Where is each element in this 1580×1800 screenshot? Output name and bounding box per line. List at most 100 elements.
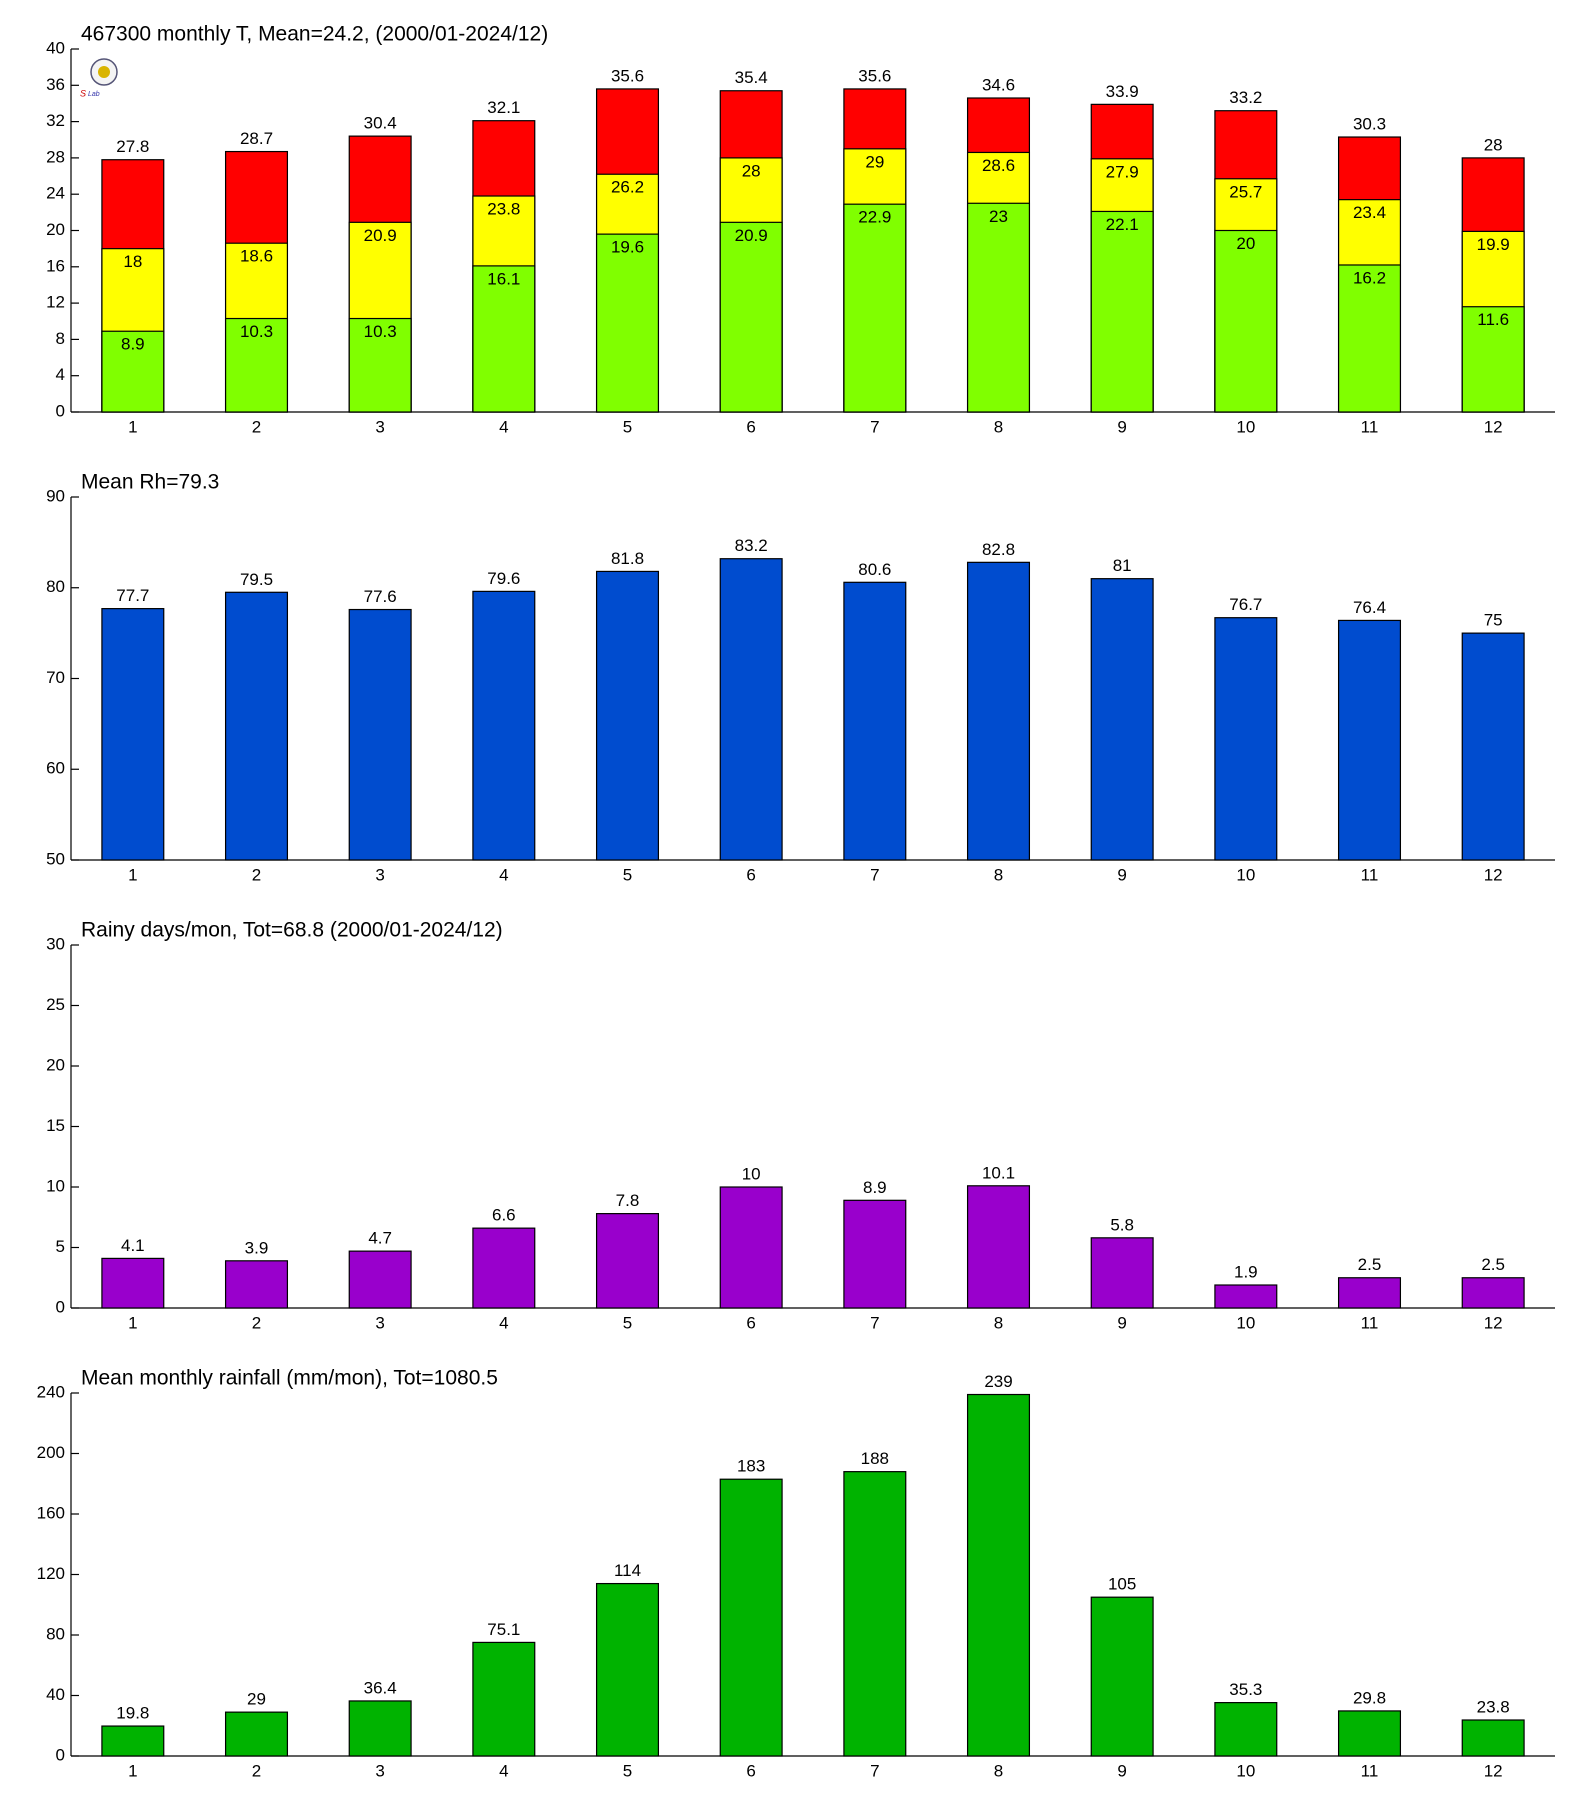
x-tick-label: 2 bbox=[252, 417, 261, 436]
x-tick-label: 3 bbox=[375, 1761, 384, 1780]
data-label: 77.7 bbox=[116, 586, 149, 605]
x-tick-label: 12 bbox=[1484, 1313, 1503, 1332]
data-label: 83.2 bbox=[735, 536, 768, 555]
y-tick-label: 28 bbox=[46, 147, 65, 166]
data-label: 10.3 bbox=[364, 322, 397, 341]
y-tick-label: 30 bbox=[46, 934, 65, 953]
data-label: 32.1 bbox=[487, 98, 520, 117]
x-tick-label: 9 bbox=[1117, 1761, 1126, 1780]
data-label: 19.8 bbox=[116, 1704, 149, 1723]
x-tick-label: 8 bbox=[994, 865, 1003, 884]
bar bbox=[719, 558, 783, 861]
x-tick-label: 2 bbox=[252, 1761, 261, 1780]
bar bbox=[843, 1199, 907, 1309]
y-tick-label: 0 bbox=[56, 401, 65, 420]
bar bbox=[101, 1257, 165, 1309]
x-tick-label: 4 bbox=[499, 417, 508, 436]
y-tick-label: 12 bbox=[46, 293, 65, 312]
data-label: 81 bbox=[1113, 556, 1132, 575]
logo: S Lab bbox=[80, 58, 118, 98]
x-tick-label: 10 bbox=[1236, 1761, 1255, 1780]
y-tick-label: 0 bbox=[56, 1745, 65, 1764]
x-tick-label: 3 bbox=[375, 1313, 384, 1332]
data-label: 27.8 bbox=[116, 137, 149, 156]
x-tick-label: 5 bbox=[623, 1313, 632, 1332]
data-label: 26.2 bbox=[611, 178, 644, 197]
bar bbox=[595, 1582, 660, 1757]
data-label: 7.8 bbox=[616, 1191, 640, 1210]
y-tick-label: 50 bbox=[46, 849, 65, 868]
y-tick-label: 0 bbox=[56, 1297, 65, 1316]
data-label: 183 bbox=[737, 1457, 765, 1476]
y-tick-label: 90 bbox=[46, 486, 65, 505]
bar bbox=[101, 330, 165, 413]
chart-title: Rainy days/mon, Tot=68.8 (2000/01-2024/1… bbox=[81, 919, 503, 942]
data-label: 188 bbox=[861, 1449, 889, 1468]
y-tick-label: 5 bbox=[56, 1237, 65, 1256]
bar bbox=[1461, 1719, 1525, 1757]
data-label: 23 bbox=[989, 207, 1008, 226]
y-tick-label: 240 bbox=[37, 1382, 65, 1401]
data-label: 23.8 bbox=[487, 199, 520, 218]
bar bbox=[966, 1185, 1031, 1309]
bar bbox=[719, 1186, 783, 1309]
x-tick-label: 11 bbox=[1361, 1313, 1379, 1332]
y-tick-label: 32 bbox=[46, 111, 65, 130]
data-label: 28.6 bbox=[982, 156, 1015, 175]
data-label: 75 bbox=[1484, 611, 1503, 630]
data-label: 18.6 bbox=[240, 247, 273, 266]
bar bbox=[348, 317, 412, 413]
x-tick-label: 9 bbox=[1117, 865, 1126, 884]
bar bbox=[966, 561, 1031, 861]
x-tick-label: 8 bbox=[994, 417, 1003, 436]
bar bbox=[1461, 306, 1525, 413]
y-tick-label: 160 bbox=[37, 1503, 65, 1522]
data-label: 105 bbox=[1108, 1575, 1136, 1594]
data-label: 5.8 bbox=[1110, 1215, 1134, 1234]
bar bbox=[224, 1711, 289, 1757]
data-label: 25.7 bbox=[1229, 182, 1262, 201]
data-label: 16.2 bbox=[1353, 268, 1386, 287]
x-tick-label: 5 bbox=[623, 1761, 632, 1780]
bar bbox=[595, 570, 660, 861]
data-label: 35.4 bbox=[735, 68, 768, 87]
data-label: 77.6 bbox=[364, 587, 397, 606]
y-tick-label: 24 bbox=[46, 184, 65, 203]
x-tick-label: 12 bbox=[1484, 1761, 1503, 1780]
data-label: 33.9 bbox=[1106, 82, 1139, 101]
data-label: 10.3 bbox=[240, 322, 273, 341]
y-tick-label: 25 bbox=[46, 995, 65, 1014]
x-tick-label: 12 bbox=[1484, 417, 1503, 436]
x-tick-label: 8 bbox=[994, 1761, 1003, 1780]
x-tick-label: 11 bbox=[1361, 417, 1379, 436]
x-tick-label: 6 bbox=[746, 865, 755, 884]
data-label: 2.5 bbox=[1358, 1255, 1382, 1274]
y-tick-label: 80 bbox=[46, 577, 65, 596]
bar bbox=[966, 1393, 1031, 1757]
data-label: 23.8 bbox=[1477, 1697, 1510, 1716]
bar bbox=[1337, 619, 1402, 861]
data-label: 22.9 bbox=[858, 208, 891, 227]
bar bbox=[1214, 1284, 1278, 1309]
bar bbox=[224, 1260, 289, 1309]
data-label: 76.4 bbox=[1353, 598, 1386, 617]
bar bbox=[1461, 1277, 1525, 1309]
data-label: 1.9 bbox=[1234, 1262, 1258, 1281]
y-tick-label: 80 bbox=[46, 1624, 65, 1643]
bar bbox=[1090, 1596, 1154, 1757]
y-tick-label: 200 bbox=[37, 1443, 65, 1462]
bar bbox=[472, 1227, 536, 1309]
bar bbox=[472, 265, 536, 413]
data-label: 29 bbox=[865, 152, 884, 171]
data-label: 10.1 bbox=[982, 1163, 1015, 1182]
x-tick-label: 3 bbox=[375, 417, 384, 436]
data-label: 6.6 bbox=[492, 1206, 516, 1225]
x-tick-label: 9 bbox=[1117, 417, 1126, 436]
data-label: 22.1 bbox=[1106, 215, 1139, 234]
data-label: 23.4 bbox=[1353, 203, 1386, 222]
x-tick-label: 6 bbox=[746, 417, 755, 436]
x-tick-label: 10 bbox=[1236, 417, 1255, 436]
data-label: 35.3 bbox=[1229, 1680, 1262, 1699]
data-label: 18 bbox=[123, 252, 142, 271]
data-label: 114 bbox=[614, 1561, 641, 1580]
